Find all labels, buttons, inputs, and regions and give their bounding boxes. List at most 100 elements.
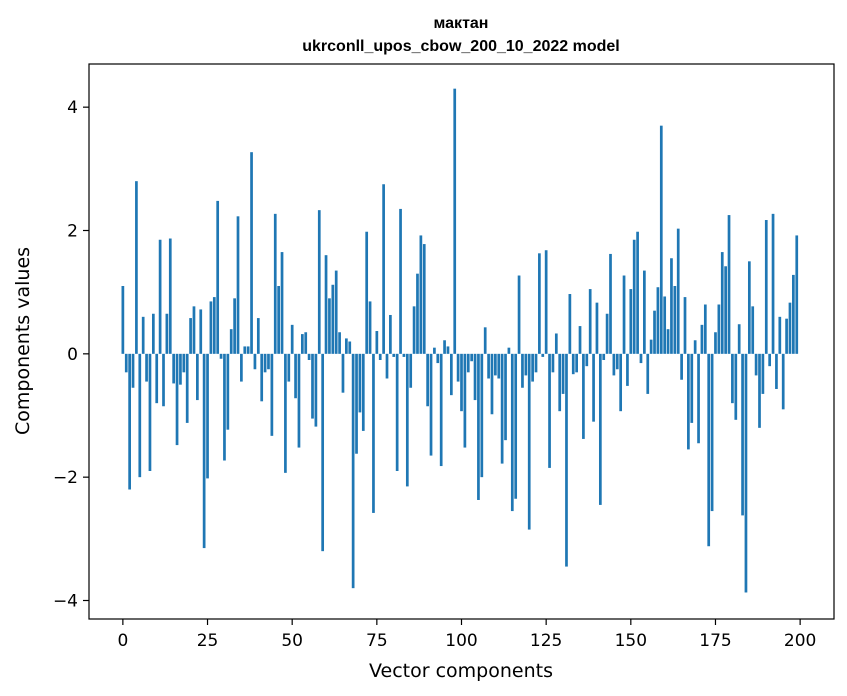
bar-94 — [439, 353, 443, 467]
bar-22 — [196, 353, 199, 401]
bar-43 — [267, 353, 270, 370]
bar-70 — [358, 353, 362, 413]
bar-8 — [148, 353, 152, 471]
bar-184 — [744, 353, 748, 593]
bar-116 — [514, 353, 518, 499]
bar-130 — [561, 353, 565, 394]
bar-140 — [595, 302, 599, 354]
bar-152 — [636, 231, 639, 354]
bar-19 — [185, 353, 189, 423]
bar-165 — [680, 353, 683, 380]
bar-177 — [720, 252, 724, 354]
bar-75 — [375, 331, 379, 354]
bar-163 — [673, 286, 677, 354]
bar-110 — [494, 353, 497, 376]
bar-25 — [206, 353, 209, 479]
x-tick-label: 75 — [366, 631, 388, 651]
y-axis-label: Components values — [12, 247, 34, 435]
bar-144 — [609, 253, 612, 354]
bar-27 — [212, 297, 216, 354]
bar-76 — [378, 353, 382, 360]
bar-169 — [693, 340, 697, 354]
bar-38 — [250, 152, 253, 354]
bar-28 — [216, 200, 220, 354]
bar-24 — [202, 353, 206, 549]
bar-59 — [321, 353, 325, 552]
bar-14 — [168, 238, 172, 354]
x-axis-label: Vector components — [369, 660, 553, 682]
bar-166 — [683, 297, 687, 354]
bar-9 — [151, 313, 155, 354]
bar-157 — [653, 310, 656, 354]
bar-10 — [155, 353, 159, 404]
bar-149 — [626, 353, 629, 386]
bar-44 — [270, 353, 274, 436]
bar-6 — [141, 316, 145, 354]
bar-40 — [256, 318, 260, 354]
bar-31 — [226, 353, 230, 430]
bar-155 — [646, 353, 650, 394]
bar-148 — [622, 275, 626, 354]
bar-55 — [307, 353, 311, 360]
bar-119 — [524, 353, 528, 376]
x-tick-label: 0 — [117, 631, 128, 651]
bar-69 — [355, 353, 358, 454]
bar-11 — [158, 239, 162, 354]
y-tick-label: 2 — [67, 222, 78, 242]
bar-4 — [135, 181, 138, 354]
bar-33 — [233, 298, 236, 354]
bar-100 — [460, 353, 463, 412]
bar-173 — [707, 353, 711, 547]
bar-186 — [751, 306, 755, 354]
bar-195 — [781, 353, 785, 410]
bar-52 — [297, 353, 301, 448]
bar-97 — [449, 353, 453, 396]
bar-138 — [588, 289, 592, 354]
x-tick-label: 200 — [784, 631, 816, 651]
bar-189 — [761, 353, 765, 394]
bar-118 — [521, 353, 524, 388]
bar-145 — [612, 353, 616, 376]
bar-131 — [565, 353, 568, 567]
chart-title: мактан — [434, 15, 489, 32]
bar-135 — [578, 326, 582, 354]
chart-subtitle: ukrconll_upos_cbow_200_10_2022 model — [302, 38, 619, 55]
bar-121 — [531, 353, 534, 382]
bar-190 — [764, 220, 768, 354]
bar-101 — [463, 353, 467, 448]
bar-87 — [416, 273, 419, 354]
x-tick-label: 50 — [281, 631, 303, 651]
bar-15 — [172, 353, 176, 384]
bar-115 — [510, 353, 514, 512]
bar-47 — [280, 252, 284, 354]
bar-51 — [294, 353, 297, 399]
bar-77 — [382, 184, 385, 354]
bar-53 — [300, 334, 304, 354]
bar-35 — [240, 353, 243, 382]
bar-81 — [395, 353, 399, 471]
bar-37 — [246, 346, 250, 354]
bar-146 — [615, 353, 619, 370]
bar-56 — [311, 353, 314, 419]
y-tick-label: 0 — [67, 345, 78, 365]
bar-123 — [538, 253, 541, 354]
bar-179 — [727, 215, 731, 354]
bar-196 — [785, 318, 788, 354]
bar-79 — [389, 314, 392, 354]
bar-71 — [361, 353, 365, 431]
y-tick-label: −2 — [53, 468, 78, 488]
bar-174 — [710, 353, 714, 512]
bar-26 — [209, 301, 213, 354]
bar-46 — [277, 286, 280, 354]
bar-7 — [145, 353, 148, 382]
bar-133 — [571, 353, 575, 375]
bar-153 — [639, 353, 643, 364]
bar-84 — [405, 353, 409, 487]
bar-192 — [771, 213, 775, 354]
bar-108 — [487, 353, 490, 379]
bar-41 — [260, 353, 264, 402]
bar-191 — [768, 353, 772, 367]
bar-60 — [324, 255, 328, 354]
y-axis: −4 −2 0 2 4 — [53, 98, 89, 612]
